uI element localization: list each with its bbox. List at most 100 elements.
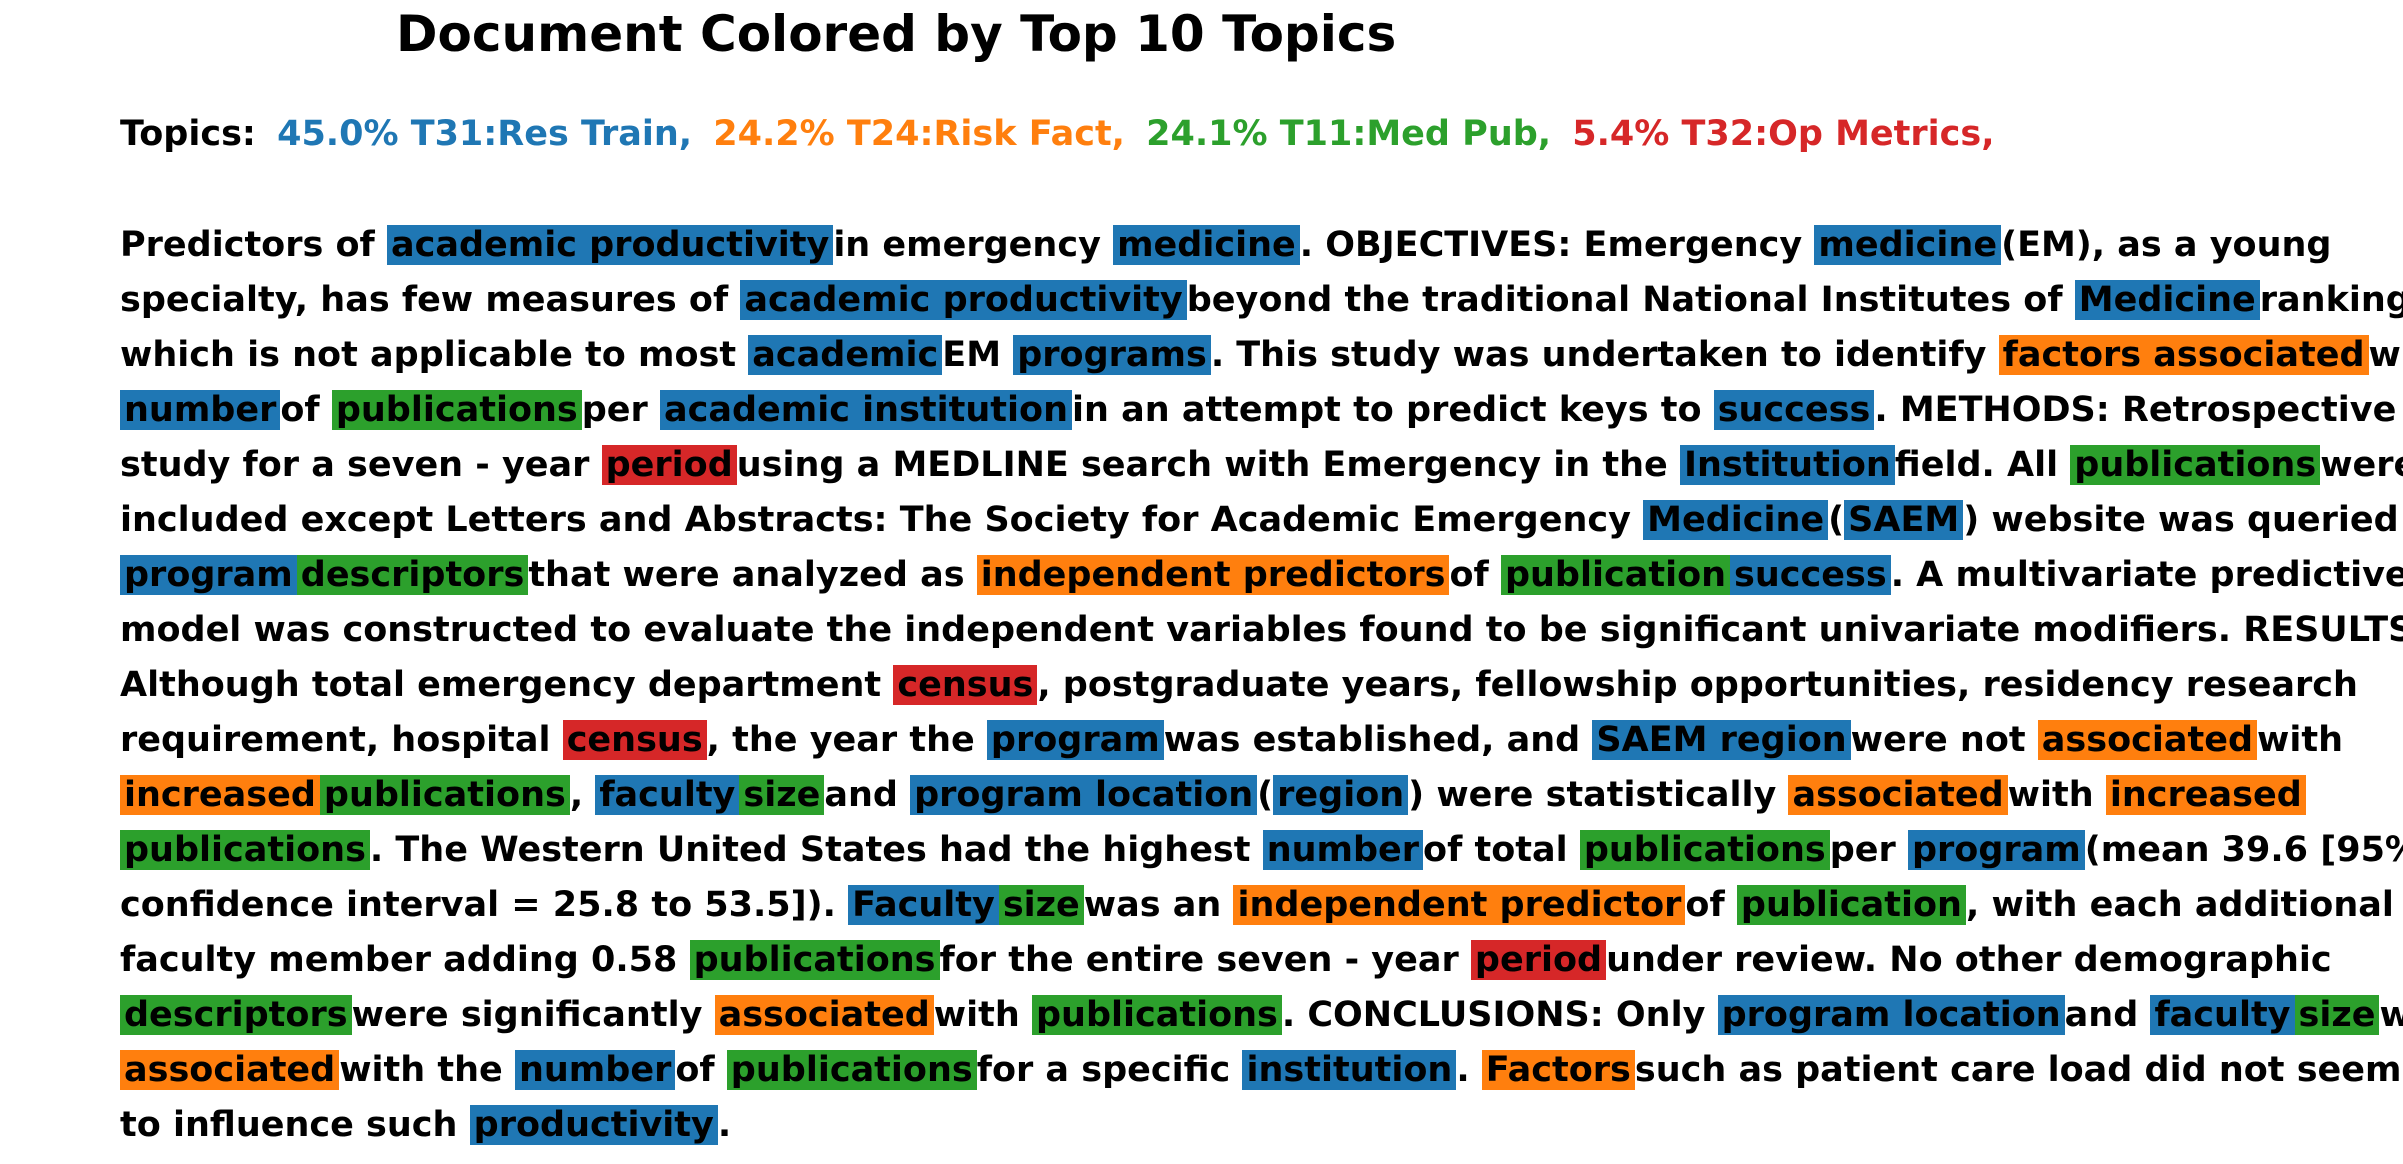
plain-text: with (2007, 775, 2106, 815)
topic-highlight-t32: period (1470, 940, 1607, 980)
text-line: increased publications, faculty size and pr… (120, 768, 2403, 823)
plain-text: which is not applicable to most (120, 335, 749, 375)
plain-text: was an (1083, 885, 1234, 925)
plain-text: of (280, 390, 332, 430)
plain-text: Although total emergency department (120, 665, 894, 705)
plain-text: (mean 39.6 [95% (2084, 830, 2403, 870)
topic-highlight-t31: program (120, 555, 297, 595)
text-line: which is not applicable to most academic… (120, 328, 2403, 383)
plain-text: using a MEDLINE search with Emergency in… (736, 445, 1680, 485)
plain-text: with (933, 995, 1032, 1035)
topic-highlight-t24: independent predictors (976, 555, 1450, 595)
topic-highlight-t11: size (998, 885, 1084, 925)
topic-highlight-t31: SAEM (1844, 500, 1964, 540)
plain-text: . (717, 1105, 732, 1145)
plain-text: Predictors of (120, 225, 387, 265)
topic-highlight-t31: faculty (595, 775, 740, 815)
plain-text: (EM), as a young (2001, 225, 2332, 265)
plain-text: ( (1257, 775, 1274, 815)
plain-text: in an attempt to predict keys to (1072, 390, 1714, 430)
text-line: associated with the number of publications… (120, 1043, 2403, 1098)
topic-highlight-t31: number (514, 1050, 676, 1090)
topic-highlight-t31: productivity (469, 1105, 718, 1145)
plain-text: specialty, has few measures of (120, 280, 741, 320)
plain-text: of (1449, 555, 1501, 595)
plain-text: with the (339, 1050, 515, 1090)
plain-text: faculty member adding 0.58 (120, 940, 690, 980)
plain-text: of total (1423, 830, 1580, 870)
plain-text: . CONCLUSIONS: Only (1281, 995, 1718, 1035)
plain-text: , the year the (706, 720, 987, 760)
topic-highlight-t11: publications (2070, 445, 2321, 485)
plain-text: of (675, 1050, 727, 1090)
topic-highlight-t11: publications (1579, 830, 1830, 870)
topic-highlight-t31: medicine (1113, 225, 1300, 265)
plain-text: were (2379, 995, 2403, 1035)
topic-highlight-t32: census (893, 665, 1038, 705)
plain-text: was established, and (1163, 720, 1593, 760)
plain-text: beyond the traditional National Institut… (1186, 280, 2075, 320)
topic-highlight-t11: publication (1736, 885, 1966, 925)
topic-legend-item: 24.2% T24:Risk Fact, (713, 114, 1125, 154)
topic-highlight-t31: medicine (1814, 225, 2002, 265)
topic-highlight-t31: institution (1242, 1050, 1457, 1090)
plain-text: ( (1828, 500, 1845, 540)
text-line: Although total emergency department cens… (120, 658, 2403, 713)
topic-highlight-t24: increased (2105, 775, 2306, 815)
topic-highlight-t31: number (120, 390, 281, 430)
plain-text: such as patient care load did not seem (1634, 1050, 2402, 1090)
plain-text: per (581, 390, 660, 430)
topic-highlight-t11: publications (319, 775, 570, 815)
plain-text: . The Western United States had the high… (369, 830, 1263, 870)
topic-highlight-t31: program location (910, 775, 1258, 815)
topic-highlight-t31: academic productivity (740, 280, 1187, 320)
plain-text: . A multivariate predictive (1890, 555, 2403, 595)
topic-highlight-t31: program (986, 720, 1164, 760)
topic-highlight-t11: descriptors (120, 995, 352, 1035)
plain-text: model was constructed to evaluate the in… (120, 610, 2403, 650)
topic-highlight-t31: Institution (1679, 445, 1895, 485)
text-line: to influence such productivity. (120, 1098, 2403, 1153)
topics-label: Topics: (120, 114, 256, 154)
topic-highlight-t24: associated (1788, 775, 2008, 815)
topic-highlight-t11: publications (726, 1050, 977, 1090)
topic-legend-item: 5.4% T32:Op Metrics, (1572, 114, 1995, 154)
plain-text: ranking, (2259, 280, 2403, 320)
topic-highlight-t11: size (2294, 995, 2380, 1035)
text-line: program descriptors that were analyzed as … (120, 548, 2403, 603)
topic-highlight-t31: program location (1717, 995, 2065, 1035)
plain-text: , (569, 775, 596, 815)
topic-highlight-t31: Faculty (848, 885, 999, 925)
topic-highlight-t24: associated (714, 995, 934, 1035)
topic-highlight-t11: publication (1500, 555, 1731, 595)
text-line: requirement, hospital census, the year t… (120, 713, 2403, 768)
text-line: Predictors of academic productivity in em… (120, 218, 2403, 273)
plain-text: were not (1850, 720, 2038, 760)
topic-highlight-t11: publications (331, 390, 582, 430)
topic-highlight-t31: program (1907, 830, 2085, 870)
topic-highlight-t31: academic institution (660, 390, 1072, 430)
plain-text: ) were statistically (1408, 775, 1789, 815)
plain-text: . OBJECTIVES: Emergency (1299, 225, 1815, 265)
plain-text: . METHODS: Retrospective (1874, 390, 2397, 430)
text-line: number of publications per academic instit… (120, 383, 2403, 438)
topic-highlight-t24: independent predictor (1233, 885, 1686, 925)
topic-highlight-t11: size (739, 775, 825, 815)
text-line: specialty, has few measures of academic … (120, 273, 2403, 328)
text-line: publications . The Western United States … (120, 823, 2403, 878)
topic-highlight-t24: associated (120, 1050, 340, 1090)
plain-text: and (824, 775, 911, 815)
plain-text: . (1456, 1050, 1482, 1090)
document-title: Document Colored by Top 10 Topics (396, 5, 1397, 63)
plain-text: in emergency (833, 225, 1114, 265)
plain-text: under review. No other demographic (1606, 940, 2332, 980)
plain-text: were significantly (351, 995, 715, 1035)
plain-text: , with each additional (1965, 885, 2394, 925)
plain-text: to influence such (120, 1105, 470, 1145)
topic-highlight-t11: publications (1031, 995, 1282, 1035)
plain-text: per (1829, 830, 1908, 870)
topic-highlight-t31: success (1713, 390, 1875, 430)
topic-highlight-t31: faculty (2150, 995, 2295, 1035)
topic-highlight-t31: Medicine (2074, 280, 2260, 320)
text-line: faculty member adding 0.58 publications f… (120, 933, 2403, 988)
